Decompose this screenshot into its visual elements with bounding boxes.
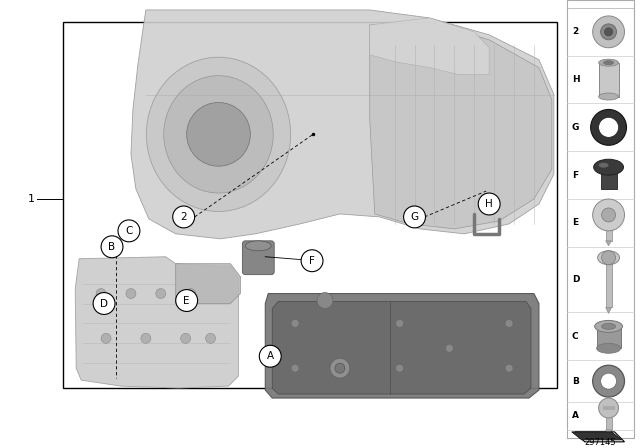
Circle shape bbox=[593, 199, 625, 231]
Ellipse shape bbox=[604, 60, 614, 65]
Text: F: F bbox=[572, 171, 578, 180]
Ellipse shape bbox=[147, 57, 291, 211]
Circle shape bbox=[396, 364, 404, 372]
Text: C: C bbox=[572, 332, 579, 341]
Polygon shape bbox=[605, 430, 612, 436]
Circle shape bbox=[330, 358, 350, 378]
Bar bbox=[567, 0, 634, 438]
Circle shape bbox=[505, 364, 513, 372]
Text: A: A bbox=[267, 351, 274, 361]
Text: G: G bbox=[410, 212, 419, 222]
Ellipse shape bbox=[164, 76, 273, 193]
Circle shape bbox=[176, 289, 198, 311]
Circle shape bbox=[598, 117, 618, 138]
Circle shape bbox=[301, 250, 323, 271]
Text: G: G bbox=[572, 123, 579, 132]
Circle shape bbox=[317, 293, 333, 309]
Bar bbox=[63, 22, 557, 388]
Text: A: A bbox=[572, 411, 579, 421]
Circle shape bbox=[593, 365, 625, 397]
Circle shape bbox=[118, 220, 140, 242]
Text: B: B bbox=[572, 377, 579, 386]
Text: 2: 2 bbox=[180, 212, 187, 222]
Ellipse shape bbox=[598, 163, 609, 168]
Text: H: H bbox=[572, 75, 579, 84]
Bar bbox=[596, 327, 621, 348]
Polygon shape bbox=[272, 302, 531, 394]
Polygon shape bbox=[176, 264, 241, 303]
Circle shape bbox=[96, 289, 106, 298]
Circle shape bbox=[335, 363, 345, 373]
Text: 297145: 297145 bbox=[585, 438, 616, 447]
Ellipse shape bbox=[602, 323, 616, 329]
Polygon shape bbox=[572, 432, 621, 440]
Bar bbox=[605, 213, 612, 241]
Circle shape bbox=[591, 109, 627, 145]
Polygon shape bbox=[605, 241, 612, 246]
Polygon shape bbox=[265, 293, 539, 398]
Circle shape bbox=[605, 28, 612, 36]
Bar bbox=[605, 256, 612, 307]
Circle shape bbox=[180, 333, 191, 343]
Polygon shape bbox=[131, 10, 554, 239]
Text: E: E bbox=[572, 219, 578, 228]
Circle shape bbox=[396, 319, 404, 327]
Ellipse shape bbox=[594, 159, 623, 175]
Ellipse shape bbox=[598, 93, 618, 100]
Polygon shape bbox=[370, 22, 552, 229]
Circle shape bbox=[156, 289, 166, 298]
Circle shape bbox=[602, 251, 616, 265]
Text: 1: 1 bbox=[28, 194, 35, 204]
Circle shape bbox=[478, 193, 500, 215]
Ellipse shape bbox=[598, 251, 620, 265]
Circle shape bbox=[259, 345, 281, 367]
Text: C: C bbox=[125, 226, 132, 236]
Circle shape bbox=[291, 319, 299, 327]
Text: D: D bbox=[572, 275, 579, 284]
Text: H: H bbox=[485, 199, 493, 209]
Circle shape bbox=[126, 289, 136, 298]
Circle shape bbox=[101, 333, 111, 343]
Circle shape bbox=[186, 289, 196, 298]
Text: D: D bbox=[100, 298, 108, 309]
Circle shape bbox=[404, 206, 426, 228]
Bar bbox=[603, 406, 614, 410]
Circle shape bbox=[93, 293, 115, 314]
Circle shape bbox=[598, 398, 618, 418]
Circle shape bbox=[445, 345, 453, 352]
Circle shape bbox=[205, 333, 216, 343]
Polygon shape bbox=[605, 307, 612, 314]
Ellipse shape bbox=[596, 343, 621, 353]
Circle shape bbox=[173, 206, 195, 228]
Bar bbox=[605, 406, 612, 430]
Text: F: F bbox=[309, 256, 315, 266]
Circle shape bbox=[141, 333, 151, 343]
Text: E: E bbox=[184, 296, 190, 306]
Circle shape bbox=[602, 208, 616, 222]
Ellipse shape bbox=[595, 320, 623, 332]
Text: 2: 2 bbox=[572, 27, 578, 36]
Circle shape bbox=[600, 24, 616, 40]
Polygon shape bbox=[76, 257, 239, 388]
Bar bbox=[598, 63, 618, 96]
Circle shape bbox=[101, 236, 123, 258]
Bar bbox=[600, 165, 616, 189]
Ellipse shape bbox=[245, 241, 271, 251]
Text: B: B bbox=[108, 242, 116, 252]
Circle shape bbox=[291, 364, 299, 372]
Ellipse shape bbox=[598, 59, 618, 66]
Polygon shape bbox=[370, 18, 489, 75]
Circle shape bbox=[600, 373, 616, 389]
Circle shape bbox=[187, 103, 250, 166]
Circle shape bbox=[593, 16, 625, 48]
FancyBboxPatch shape bbox=[243, 241, 274, 275]
Circle shape bbox=[505, 319, 513, 327]
